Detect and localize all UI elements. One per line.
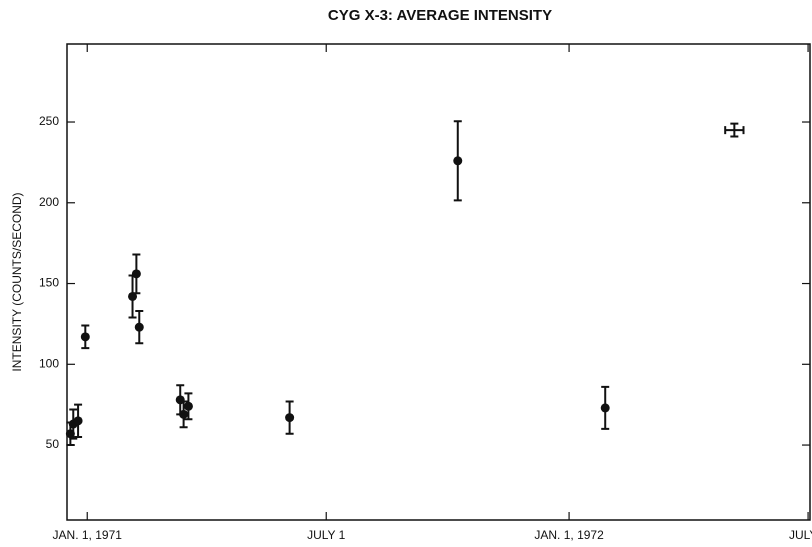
data-point	[600, 403, 610, 413]
chart-title: CYG X-3: AVERAGE INTENSITY	[328, 7, 552, 24]
plot-frame	[66, 43, 811, 521]
x-tick-label: JULY 1	[789, 528, 812, 542]
data-point	[73, 416, 83, 426]
y-tick-label: 250	[39, 114, 59, 128]
data-point	[453, 156, 463, 166]
y-tick-label: 100	[39, 356, 59, 370]
data-point	[134, 322, 144, 332]
x-error-bar	[724, 126, 745, 135]
y-tick-label: 50	[46, 437, 60, 451]
y-tick-label: 200	[39, 195, 59, 209]
data-point	[131, 269, 141, 279]
x-tick-label: JULY 1	[307, 528, 346, 542]
data-point	[80, 332, 90, 342]
data-point	[179, 409, 189, 419]
y-tick-label: 150	[39, 276, 59, 290]
data-point	[183, 401, 193, 411]
y-axis-label: INTENSITY (COUNTS/SECOND)	[10, 192, 24, 371]
data-point	[285, 413, 295, 423]
x-tick-label: JAN. 1, 1971	[53, 528, 123, 542]
x-tick-label: JAN. 1, 1972	[534, 528, 604, 542]
